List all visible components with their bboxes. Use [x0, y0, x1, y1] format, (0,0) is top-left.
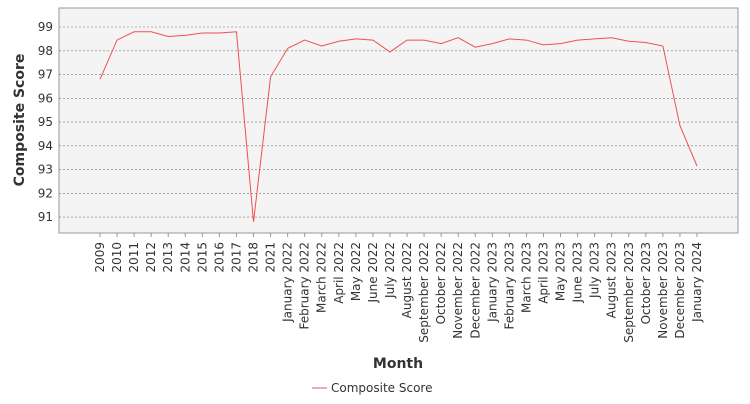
x-tick-label: December 2022 — [468, 242, 482, 339]
y-tick-label: 99 — [38, 20, 53, 34]
x-tick-label: April 2022 — [332, 242, 346, 304]
x-tick-label: 2011 — [127, 242, 141, 273]
x-tick-label: January 2023 — [485, 242, 499, 323]
y-tick-label: 96 — [38, 91, 53, 105]
x-tick-label: July 2023 — [588, 242, 602, 299]
x-tick-label: September 2022 — [417, 242, 431, 343]
x-tick-label: 2021 — [264, 242, 278, 273]
x-tick-label: November 2022 — [451, 242, 465, 339]
data-line — [99, 31, 698, 222]
x-tick-label: October 2023 — [639, 242, 653, 324]
x-tick-label: September 2023 — [622, 242, 636, 343]
y-tick-label: 91 — [38, 210, 53, 224]
y-axis-title: Composite Score — [12, 54, 28, 187]
x-tick-label: January 2022 — [281, 242, 295, 323]
x-tick-label: February 2022 — [298, 242, 312, 330]
x-tick-label: 2018 — [247, 242, 261, 273]
x-tick-label: May 2023 — [554, 242, 568, 301]
y-tick-label: 98 — [38, 44, 53, 58]
x-tick-label: March 2023 — [519, 242, 533, 313]
x-tick-label: June 2023 — [571, 242, 585, 304]
x-tick-label: August 2023 — [605, 242, 619, 318]
x-tick-label: January 2024 — [690, 242, 704, 323]
x-tick-label: May 2022 — [349, 242, 363, 301]
x-tick-label: 2014 — [178, 242, 192, 273]
x-tick-label: 2016 — [212, 242, 226, 273]
x-tick-label: November 2023 — [656, 242, 670, 339]
y-tick-label: 95 — [38, 115, 53, 129]
x-tick-label: August 2022 — [400, 242, 414, 318]
x-tick-label: 2010 — [110, 242, 124, 273]
x-tick-label: February 2023 — [502, 242, 516, 330]
x-tick-label: 2015 — [195, 242, 209, 273]
legend-label: Composite Score — [331, 381, 432, 395]
x-tick-label: October 2022 — [434, 242, 448, 324]
x-tick-label: December 2023 — [673, 242, 687, 339]
x-tick-label: June 2022 — [366, 242, 380, 304]
y-tick-label: 93 — [38, 163, 53, 177]
x-tick-label: 2012 — [144, 242, 158, 273]
x-tick-label: 2009 — [93, 242, 107, 273]
x-tick-label: March 2022 — [315, 242, 329, 313]
y-tick-label: 92 — [38, 186, 53, 200]
x-tick-label: 2013 — [161, 242, 175, 273]
x-tick-label: July 2022 — [383, 242, 397, 299]
x-axis-title: Month — [373, 356, 423, 372]
y-tick-label: 94 — [38, 139, 53, 153]
y-tick-label: 97 — [38, 68, 53, 82]
x-tick-label: 2017 — [229, 242, 243, 273]
x-tick-label: April 2023 — [536, 242, 550, 304]
